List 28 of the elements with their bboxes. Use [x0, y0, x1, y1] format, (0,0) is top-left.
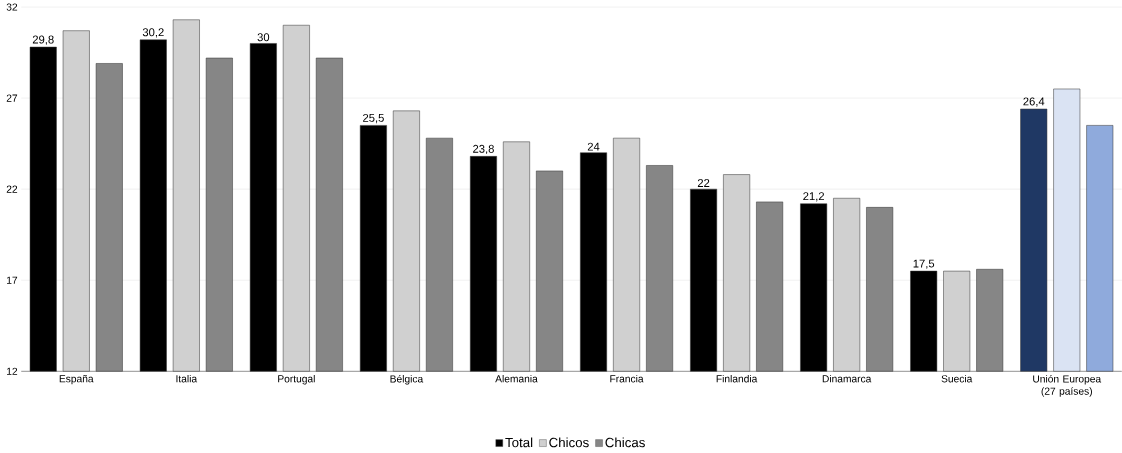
x-tick-label: España [59, 375, 94, 385]
y-tick-label: 27 [6, 94, 18, 102]
x-tick-label: Unión Europea (27 países) [1033, 375, 1102, 397]
y-tick-label: 22 [6, 185, 18, 193]
legend-label: Total [505, 437, 533, 448]
y-tick-label: 17 [7, 276, 18, 284]
x-tick-label: Italia [176, 375, 198, 383]
x-tick-label: Dinamarca [822, 375, 872, 383]
data-label: 25,5 [363, 114, 384, 124]
data-label: 23,8 [473, 144, 494, 155]
x-tick-label: Alemania [495, 375, 538, 383]
x-tick-label: Francia [610, 375, 644, 383]
data-label: 17,5 [913, 259, 935, 269]
x-tick-label: Portugal [278, 375, 315, 385]
legend-label: Chicas [605, 437, 645, 448]
data-label: 24 [587, 142, 600, 151]
data-label: 21,2 [803, 192, 825, 202]
y-tick-label: 32 [6, 3, 18, 11]
legend-label: Chicos [549, 437, 589, 448]
data-label: 26,4 [1023, 97, 1045, 107]
y-tick-label: 12 [7, 367, 18, 375]
data-label: 22 [697, 179, 710, 188]
x-tick-label: Suecia [941, 375, 973, 383]
x-tick-label: Bélgica [390, 375, 424, 385]
data-label: 30 [257, 33, 270, 42]
x-tick-label: Finlandia [716, 375, 758, 383]
data-label: 30,2 [142, 28, 164, 38]
data-label: 29,8 [32, 35, 54, 45]
